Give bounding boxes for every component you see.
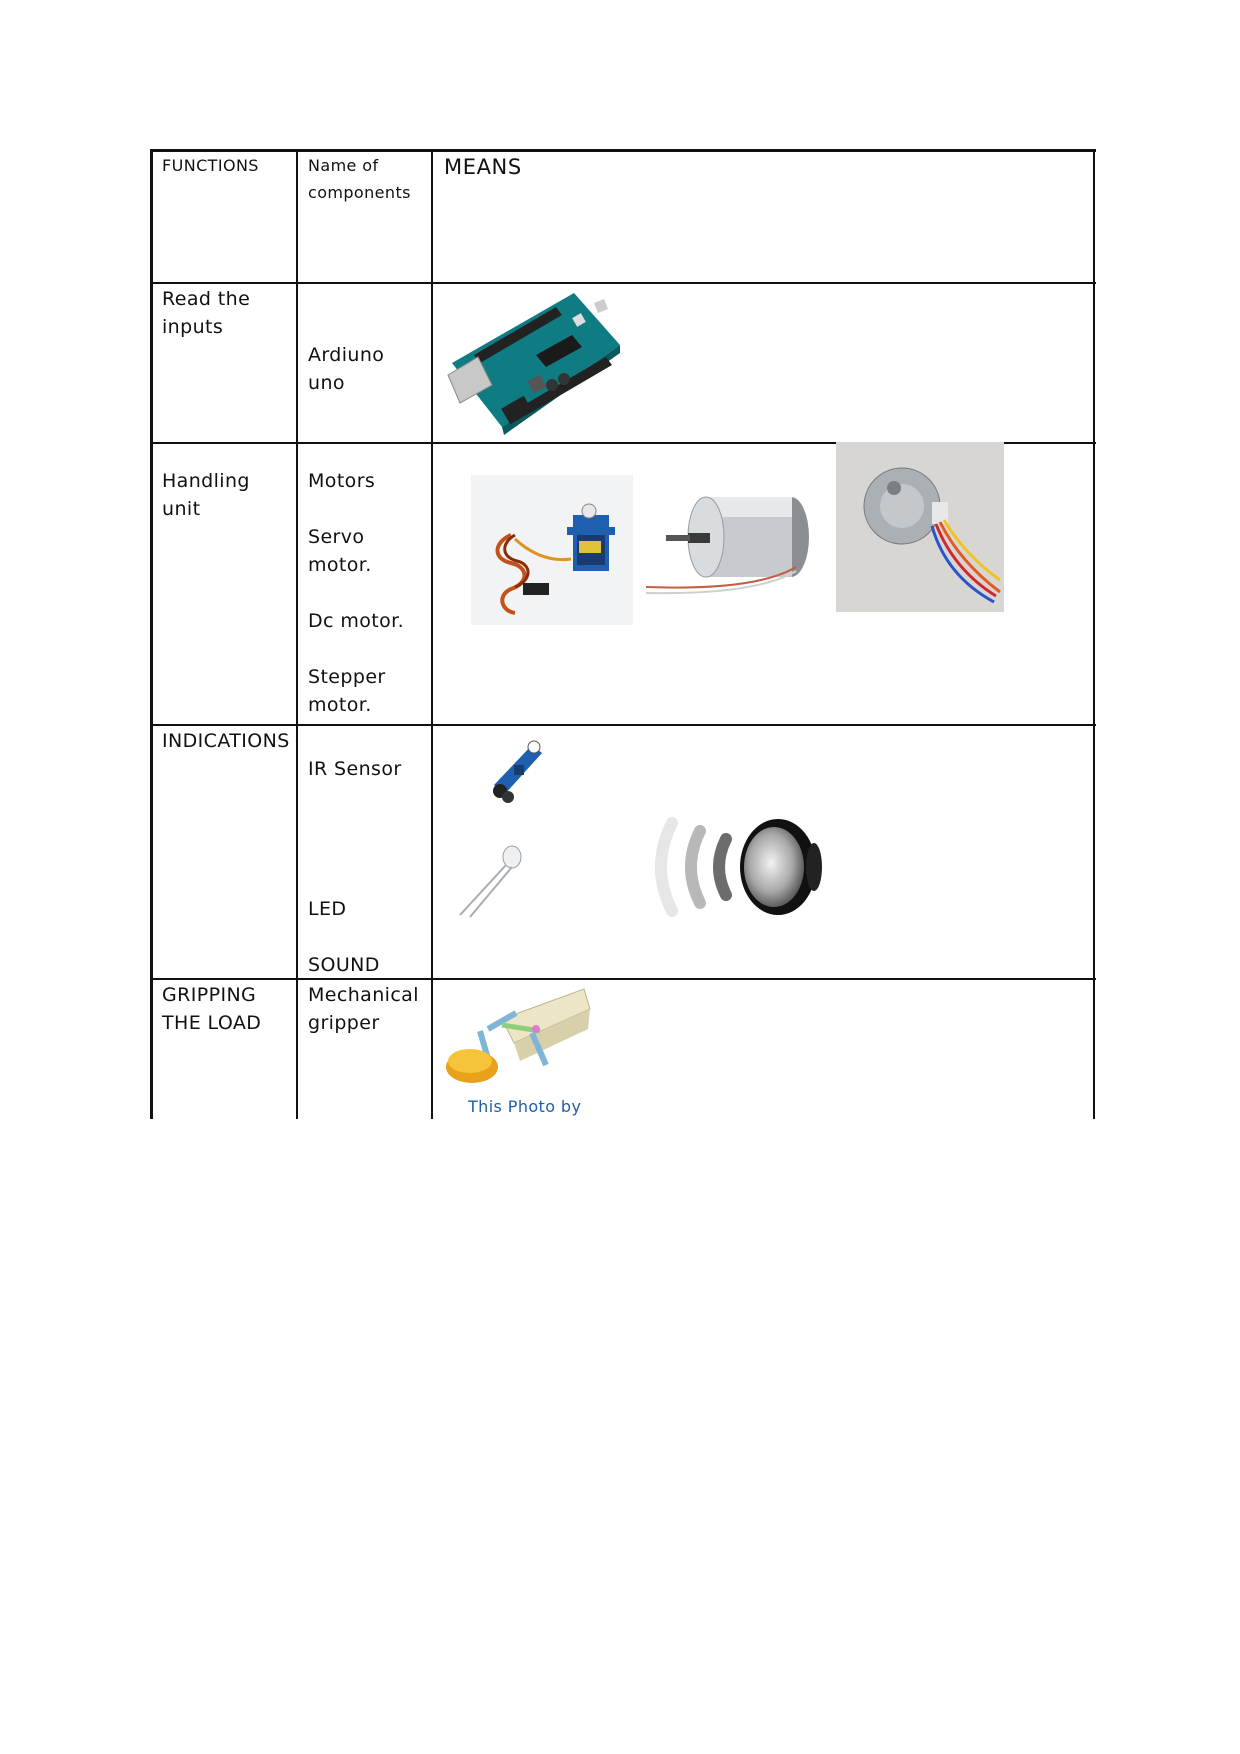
column-divider xyxy=(296,149,298,1119)
function-read-inputs: Read the inputs xyxy=(162,288,251,338)
component-uno: uno xyxy=(308,372,345,394)
component-mechanical-gripper: Mechanical gripper xyxy=(308,984,419,1034)
component-stepper-motor: Stepper motor. xyxy=(308,666,386,716)
photo-credit-link[interactable]: This Photo by xyxy=(468,1097,582,1116)
stepper-motor-image xyxy=(836,442,1004,612)
row-divider xyxy=(150,282,1096,284)
component-sound: SOUND xyxy=(308,954,380,976)
header-components: Name of components xyxy=(308,156,411,202)
servo-motor-image xyxy=(471,475,633,625)
means-table: FUNCTIONS Name of components MEANS Read … xyxy=(150,149,1096,1119)
dc-motor-image xyxy=(646,496,809,595)
function-indications: INDICATIONS xyxy=(162,730,290,752)
column-divider xyxy=(431,149,433,1119)
table-border-left xyxy=(150,149,153,1119)
component-servo-motor: Servo motor. xyxy=(308,526,372,576)
header-means: MEANS xyxy=(444,155,522,179)
table-border-top xyxy=(150,149,1096,152)
component-dc-motor: Dc motor. xyxy=(308,610,405,632)
function-gripping-load: GRIPPING THE LOAD xyxy=(162,984,262,1034)
component-ir-sensor: IR Sensor xyxy=(308,758,402,780)
header-functions: FUNCTIONS xyxy=(162,156,259,175)
table-border-right xyxy=(1093,149,1095,1119)
speaker-icon xyxy=(655,817,822,917)
component-arduino: Ardiuno xyxy=(308,344,385,366)
component-led: LED xyxy=(308,898,347,920)
function-handling-unit: Handling unit xyxy=(162,470,250,520)
ir-sensor-image xyxy=(493,740,542,803)
arduino-board-image xyxy=(447,293,620,435)
row-divider xyxy=(150,724,1096,726)
mechanical-gripper-image xyxy=(446,988,591,1083)
row-divider xyxy=(150,442,1096,444)
led-image xyxy=(459,845,522,918)
row-divider xyxy=(150,978,1096,980)
component-motors: Motors xyxy=(308,470,376,492)
